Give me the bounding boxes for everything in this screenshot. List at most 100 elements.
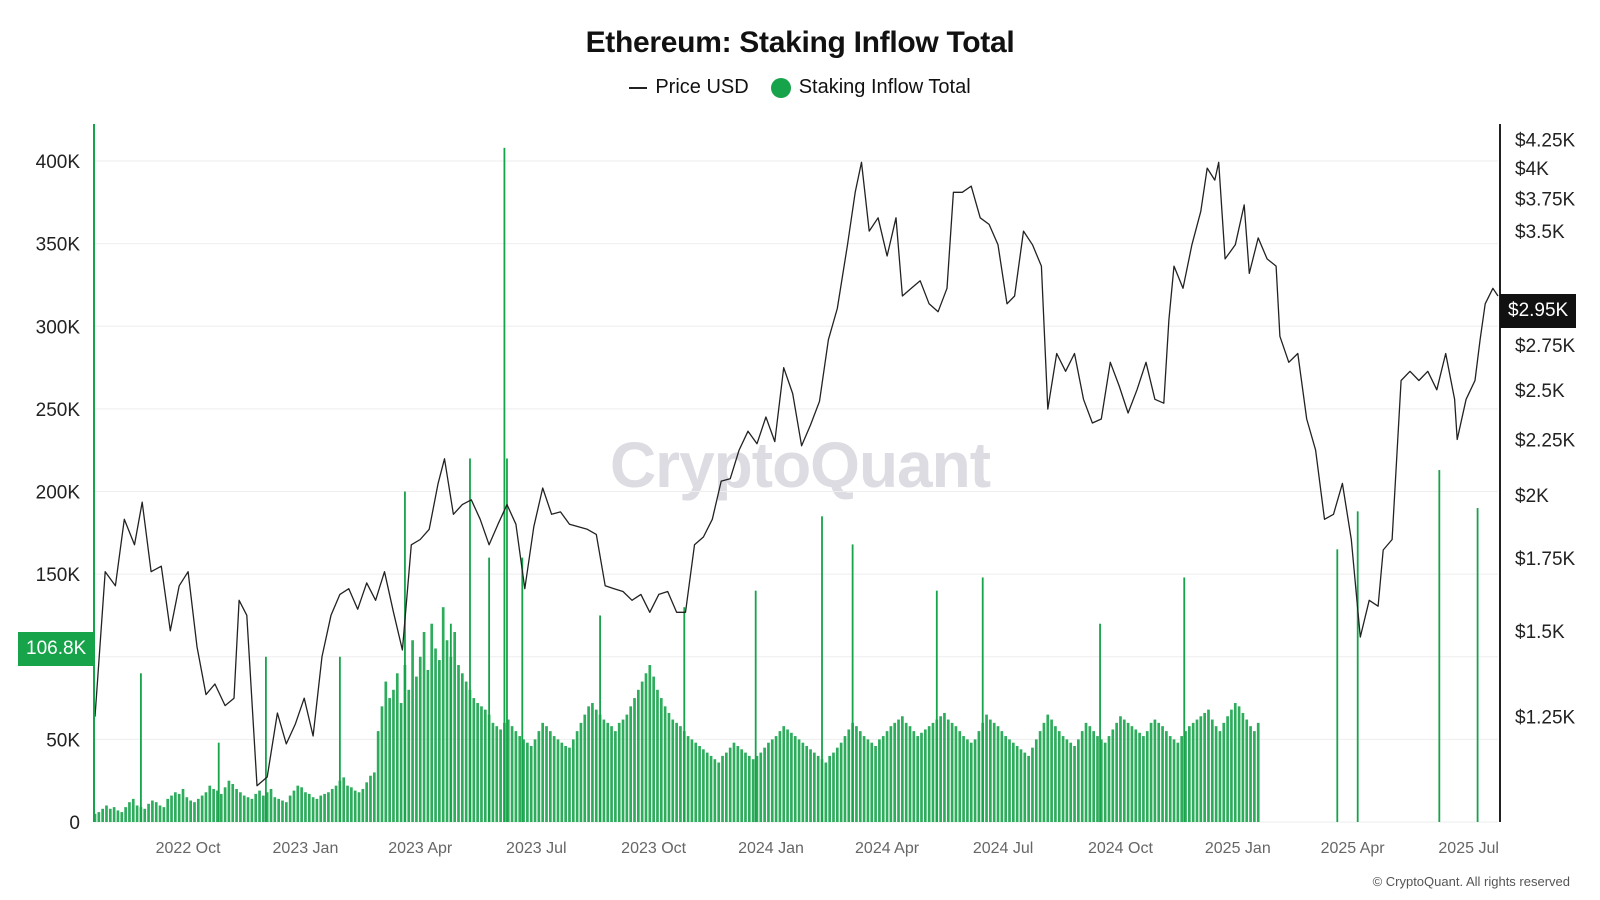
inflow-bar xyxy=(763,747,766,822)
right-tick-label: $1.25K xyxy=(1515,708,1576,729)
x-tick-label: 2025 Jan xyxy=(1205,840,1271,857)
inflow-bar xyxy=(1015,745,1019,822)
inflow-bar xyxy=(1176,742,1180,822)
inflow-spike-bar xyxy=(506,458,508,822)
price-line-swatch-icon xyxy=(629,86,648,89)
inflow-bar xyxy=(242,795,246,822)
inflow-bar xyxy=(1226,716,1229,822)
inflow-bar xyxy=(552,736,556,822)
inflow-bar xyxy=(200,795,204,822)
x-tick-label: 2022 Oct xyxy=(156,840,221,857)
inflow-bar xyxy=(499,729,502,822)
inflow-bar xyxy=(824,762,828,822)
inflow-bar xyxy=(973,739,977,822)
inflow-bar xyxy=(717,762,721,822)
inflow-bar xyxy=(223,787,227,822)
x-tick-label: 2023 Oct xyxy=(621,840,686,857)
inflow-bar xyxy=(1038,731,1042,822)
inflow-bar xyxy=(181,788,185,822)
inflow-bar xyxy=(855,726,858,822)
inflow-bar xyxy=(560,742,564,822)
inflow-bar xyxy=(1080,731,1084,822)
inflow-bar xyxy=(1138,732,1141,822)
inflow-bar xyxy=(732,742,736,822)
inflow-bar xyxy=(920,732,923,822)
inflow-bar xyxy=(273,797,277,822)
inflow-bar xyxy=(675,722,678,822)
inflow-bar xyxy=(897,719,900,822)
inflow-bar xyxy=(1027,755,1030,822)
inflow-bar xyxy=(120,812,124,822)
inflow-bar xyxy=(782,726,786,822)
inflow-bar xyxy=(1115,722,1118,822)
inflow-bar xyxy=(587,706,590,822)
inflow-bar xyxy=(346,785,349,822)
inflow-bar xyxy=(1245,719,1249,822)
left-tick-label: 250K xyxy=(36,400,81,421)
inflow-bar xyxy=(208,785,212,822)
inflow-bar xyxy=(105,805,108,822)
inflow-bar xyxy=(652,676,655,822)
inflow-bar xyxy=(774,736,778,822)
inflow-bar xyxy=(227,780,231,822)
inflow-bar xyxy=(614,731,617,822)
inflow-bar xyxy=(1230,709,1233,822)
inflow-bar xyxy=(644,673,648,822)
inflow-bar xyxy=(904,722,908,822)
inflow-spike-bar xyxy=(1099,623,1101,822)
inflow-spike-bar xyxy=(449,623,452,822)
inflow-bar xyxy=(958,731,962,822)
inflow-bar xyxy=(969,742,973,822)
inflow-bar xyxy=(548,731,552,822)
inflow-bar xyxy=(330,788,334,822)
inflow-bar xyxy=(372,772,376,822)
inflow-bar xyxy=(943,712,946,822)
inflow-bar xyxy=(1153,719,1157,822)
inflow-bar xyxy=(510,726,514,822)
inflow-bar xyxy=(196,798,200,822)
inflow-bar xyxy=(679,726,682,822)
current-inflow-badge: 106.8K xyxy=(18,632,95,666)
inflow-bar xyxy=(231,783,235,822)
inflow-bar xyxy=(663,706,667,822)
inflow-bar xyxy=(135,805,139,822)
left-tick-label: 300K xyxy=(36,317,81,338)
inflow-bar xyxy=(893,722,897,822)
inflow-bar xyxy=(1180,736,1184,822)
legend-item-price[interactable]: Price USD xyxy=(629,76,749,99)
inflow-bar xyxy=(1054,726,1057,822)
gridlines xyxy=(95,160,1498,823)
inflow-bar xyxy=(483,709,487,822)
inflow-bar xyxy=(1188,726,1191,822)
inflow-bar xyxy=(1207,709,1210,822)
inflow-bar xyxy=(1237,706,1241,822)
inflow-bar xyxy=(1000,731,1004,822)
inflow-bar xyxy=(966,739,969,822)
inflow-bar xyxy=(239,792,242,822)
inflow-bar xyxy=(158,805,162,822)
right-tick-label: $2.75K xyxy=(1515,336,1576,357)
inflow-bar xyxy=(1122,719,1126,822)
inflow-bar xyxy=(1130,726,1134,822)
inflow-bar xyxy=(537,731,541,822)
inflow-bar xyxy=(453,631,457,822)
legend-item-inflow[interactable]: Staking Inflow Total xyxy=(770,76,971,99)
inflow-bar xyxy=(1088,726,1092,822)
x-tick-label: 2025 Jul xyxy=(1438,840,1499,857)
inflow-spike-bar xyxy=(404,491,406,822)
inflow-bar xyxy=(438,660,441,822)
right-tick-label: $4.25K xyxy=(1515,131,1576,152)
inflow-bar xyxy=(434,648,437,822)
inflow-bar xyxy=(541,722,545,822)
inflow-bar xyxy=(602,719,606,822)
x-tick-label: 2023 Jul xyxy=(506,840,567,857)
inflow-bar xyxy=(392,689,395,822)
inflow-spike-bar xyxy=(338,656,341,822)
inflow-bar xyxy=(725,752,728,822)
inflow-bar xyxy=(962,736,965,822)
inflow-bar xyxy=(296,785,300,822)
inflow-bar xyxy=(866,739,870,822)
inflow-bar xyxy=(174,792,177,822)
inflow-spike-bar xyxy=(521,557,524,822)
